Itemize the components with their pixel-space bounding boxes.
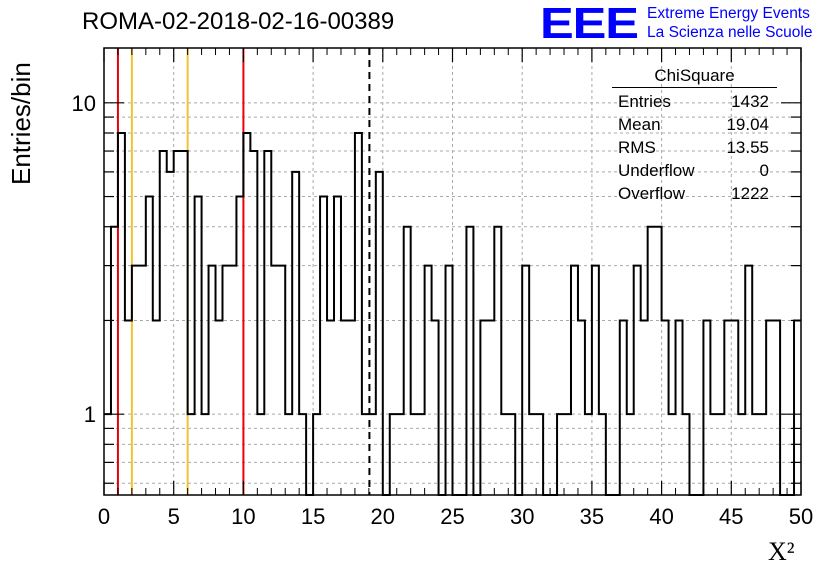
- x-tick-label: 20: [371, 504, 395, 529]
- x-tick-label: 35: [580, 504, 604, 529]
- stats-value: 19.04: [726, 115, 769, 134]
- stats-row: Underflow 0: [612, 159, 777, 182]
- y-tick-label: 10: [72, 91, 96, 116]
- stats-label: Overflow: [618, 184, 686, 203]
- axis-ticks: [103, 48, 802, 495]
- x-tick-label: 45: [719, 504, 743, 529]
- stats-row: Entries 1432: [612, 90, 777, 113]
- x-tick-label: 30: [510, 504, 534, 529]
- brand-line-2: La Scienza nelle Scuole: [647, 24, 813, 41]
- run-title: ROMA-02-2018-02-16-00389: [82, 8, 395, 35]
- stats-value: 13.55: [726, 138, 769, 157]
- stats-value: 0: [759, 161, 769, 180]
- x-tick-label: 25: [440, 504, 464, 529]
- x-tick-label: 0: [98, 504, 110, 529]
- y-axis-label: Entries/bin: [6, 62, 36, 185]
- brand-text: Extreme Energy Events La Scienza nelle S…: [647, 2, 812, 42]
- stats-label: Underflow: [618, 161, 695, 180]
- stats-row: RMS 13.55: [612, 136, 777, 159]
- stats-label: Entries: [618, 92, 671, 111]
- brand-block: EEE Extreme Energy Events La Scienza nel…: [540, 2, 813, 46]
- stats-row: Mean 19.04: [612, 113, 777, 136]
- x-tick-label: 50: [789, 504, 813, 529]
- x-tick-label: 15: [301, 504, 325, 529]
- stats-title: ChiSquare: [612, 66, 777, 88]
- stats-label: RMS: [618, 138, 656, 157]
- stats-value: 1222: [731, 184, 769, 203]
- brand-line-1: Extreme Energy Events: [647, 5, 810, 22]
- marker-lines: [116, 48, 371, 495]
- stats-row: Overflow 1222: [612, 182, 777, 205]
- tick-labels: 0 5 10 15 20 25 30 35 40 45 50 1 10: [72, 91, 814, 529]
- x-tick-label: 40: [649, 504, 673, 529]
- x-tick-label: 10: [231, 504, 255, 529]
- x-axis-label: X²: [768, 537, 795, 566]
- stats-box: ChiSquare Entries 1432 Mean 19.04 RMS 13…: [612, 66, 777, 205]
- stats-label: Mean: [618, 115, 661, 134]
- y-tick-label: 1: [84, 402, 96, 427]
- x-tick-label: 5: [168, 504, 180, 529]
- eee-logo: EEE: [540, 0, 639, 48]
- stats-value: 1432: [731, 92, 769, 111]
